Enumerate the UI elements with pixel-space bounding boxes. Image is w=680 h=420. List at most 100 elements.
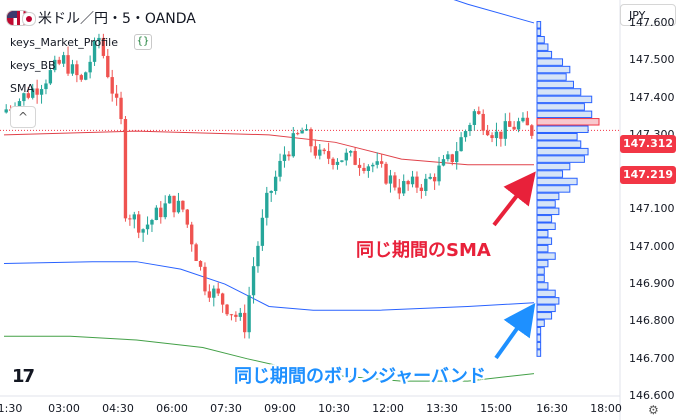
profile-bar (536, 132, 578, 141)
candle-body (101, 37, 106, 56)
price-tick-label: 147.000 (629, 239, 675, 253)
candle-body (490, 135, 494, 139)
candle-body (441, 159, 446, 166)
time-tick-label: 15:00 (480, 402, 512, 415)
profile-bar (536, 28, 542, 36)
candle-body (313, 146, 318, 156)
candle-body (481, 113, 485, 131)
candle-body (402, 181, 406, 194)
profile-bar (536, 95, 593, 104)
profile-bar (536, 312, 553, 320)
profile-bar (536, 259, 549, 268)
candle-body (357, 164, 362, 168)
time-tick-label: 16:30 (536, 402, 568, 415)
candle-body (499, 131, 503, 139)
tradingview-logo-icon[interactable]: 17 (12, 366, 35, 387)
indicator-bb[interactable]: keys_BB (10, 59, 56, 72)
profile-bar (536, 35, 545, 44)
candle-body (22, 93, 26, 102)
candle-body (238, 312, 242, 317)
candle-body (340, 160, 344, 162)
candle-body (167, 195, 172, 204)
candle-body (318, 149, 322, 156)
candle-body (110, 77, 114, 94)
candle-body (4, 109, 8, 113)
candle-body (57, 59, 61, 64)
profile-bar (536, 103, 585, 111)
time-tick-label: 09:00 (264, 402, 296, 415)
candle-body (446, 154, 450, 160)
indicator-source-tag[interactable]: {} (134, 34, 152, 50)
candle-body (172, 195, 176, 213)
candle-body (300, 130, 304, 134)
indicator-sma[interactable]: SMA (10, 82, 34, 95)
candle-body (291, 133, 295, 157)
candle-body (304, 129, 309, 131)
candle-body (17, 101, 22, 111)
candle-body (190, 224, 194, 245)
profile-bar (536, 237, 553, 245)
bb-lower-band (3, 261, 535, 311)
candle-body (371, 164, 375, 167)
candle-body (243, 312, 247, 333)
bb-annotation: 同じ期間のボリンジャーバンド (234, 366, 486, 387)
jp-flag-icon (22, 12, 36, 26)
candle-body (97, 37, 101, 41)
profile-bar (536, 252, 556, 260)
candle-body (415, 176, 419, 188)
price-tick-label: 146.700 (629, 351, 675, 365)
collapse-indicators-button[interactable]: ^ (10, 106, 36, 128)
candle-body (406, 181, 410, 185)
profile-bar (536, 177, 578, 186)
profile-bar (536, 43, 549, 51)
candle-body (39, 89, 44, 95)
candle-body (176, 200, 181, 213)
profile-bar (536, 326, 542, 335)
candle-body (450, 154, 454, 163)
candle-body (128, 218, 132, 220)
profile-bar (536, 222, 556, 230)
symbol-title[interactable]: 米ドル／円・5・OANDA (38, 11, 196, 27)
candle-body (207, 291, 212, 298)
candle-body (503, 121, 507, 139)
price-tick-label: 147.100 (629, 202, 675, 216)
candle-body (220, 293, 225, 305)
profile-bar (536, 319, 545, 327)
profile-poc-bar (536, 118, 600, 126)
candle-body (428, 176, 432, 179)
candle-body (216, 288, 220, 294)
candle-body (61, 55, 66, 64)
candle-body (265, 192, 269, 218)
candle-body (419, 187, 424, 191)
profile-bar (536, 140, 582, 148)
candle-body (331, 158, 335, 165)
candle-body (468, 124, 472, 132)
candle-body (437, 165, 441, 182)
candle-body (326, 151, 331, 159)
candle-body (309, 129, 313, 147)
indicator-market-profile[interactable]: keys_Market_Profile (10, 36, 119, 49)
profile-bar (536, 185, 571, 193)
time-tick-label: 13:30 (426, 402, 458, 415)
candle-body (114, 93, 119, 98)
candle-body (278, 160, 282, 177)
candle-body (508, 121, 512, 127)
settings-gear-icon[interactable]: ⚙ (648, 403, 659, 417)
candle-body (31, 88, 35, 98)
bb-arrow (494, 302, 536, 360)
candle-body (66, 55, 70, 74)
current-price-badge: 147.312 (620, 135, 676, 153)
time-tick-label: 12:00 (372, 402, 404, 415)
candle-body (287, 154, 291, 157)
profile-bar (536, 73, 567, 81)
candle-body (530, 125, 534, 136)
profile-bar (536, 162, 571, 171)
candle-body (455, 151, 459, 163)
price-tick-label: 147.600 (629, 15, 675, 29)
currency-selector[interactable]: JPY (620, 4, 676, 26)
candle-body (88, 61, 92, 73)
candle-body (296, 133, 300, 135)
chart-header: 米ドル／円・5・OANDA (0, 0, 620, 34)
profile-bar (536, 207, 560, 216)
